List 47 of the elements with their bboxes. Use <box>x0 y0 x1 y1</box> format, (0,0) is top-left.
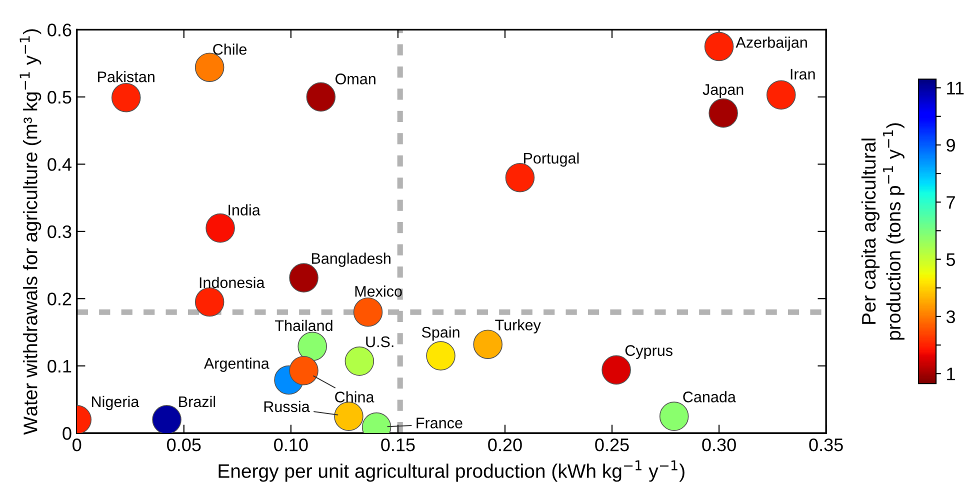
annotation: Bangladesh <box>312 252 390 267</box>
x-tick-label: 0.20 <box>488 438 522 452</box>
annotation: U.S. <box>366 336 394 348</box>
annotation: Portugal <box>524 152 579 167</box>
x-tick-label: 0.05 <box>167 438 201 452</box>
annotation: Canada <box>683 391 736 402</box>
y-tick-label: 0.3 <box>48 225 72 238</box>
annotation: Japan <box>702 84 744 98</box>
color-bar-title: Per capita agricultural production (tons p$^{−1}$ y$^{−1}$) <box>861 123 904 340</box>
x-tick-label: 0.35 <box>809 438 843 452</box>
y-tick-label: 0.1 <box>48 360 72 373</box>
x-tick-label: 0.15 <box>381 438 415 452</box>
annotation: India <box>228 204 260 216</box>
y-axis-title: Water withdrawals for agriculture (m³ kg$^{−1}$ y$^{−1}$) <box>20 29 42 435</box>
annotation: Chile <box>213 44 246 55</box>
annotation: Argentina <box>204 358 270 372</box>
annotation: Brazil <box>179 396 216 408</box>
color-bar-label: 3 <box>946 310 955 324</box>
annotation: China <box>335 391 374 402</box>
annotation: Russia <box>264 400 310 412</box>
annotation: Pakistan <box>98 71 154 82</box>
y-tick-label: 0.2 <box>48 292 72 306</box>
color-bar-label: 9 <box>946 138 955 152</box>
y-tick-label: 0.6 <box>48 24 72 36</box>
color-bar-label: 1 <box>947 368 955 380</box>
x-axis-title: Energy per unit agricultural production (kWh kg$^{−1}$ y$^{−1}$) <box>218 460 684 482</box>
annotation: Mexico <box>355 286 402 297</box>
y-tick-label: 0 <box>62 427 72 440</box>
color-bar-label: 11 <box>947 82 964 94</box>
annotation: Nigeria <box>92 396 140 410</box>
x-tick-label: 0.10 <box>274 438 308 452</box>
annotation: Oman <box>336 74 376 84</box>
annotation: Azerbaijan <box>736 36 807 51</box>
annotation: Spain <box>422 326 460 341</box>
color-bar-label: 7 <box>946 196 955 209</box>
x-tick-label: 0.25 <box>595 438 629 452</box>
annotation: Thailand <box>275 320 332 332</box>
x-tick-label: 0.30 <box>702 438 736 452</box>
annotation: Turkey <box>495 319 541 334</box>
annotation: France <box>416 418 462 428</box>
x-tick-label: 0 <box>72 438 82 452</box>
y-tick-label: 0.5 <box>48 90 72 104</box>
annotation: Cyprus <box>625 345 672 359</box>
color-bar-label: 5 <box>946 253 956 266</box>
y-tick-label: 0.4 <box>48 158 72 171</box>
annotation: Iran <box>790 68 815 80</box>
annotation: Indonesia <box>200 276 265 288</box>
